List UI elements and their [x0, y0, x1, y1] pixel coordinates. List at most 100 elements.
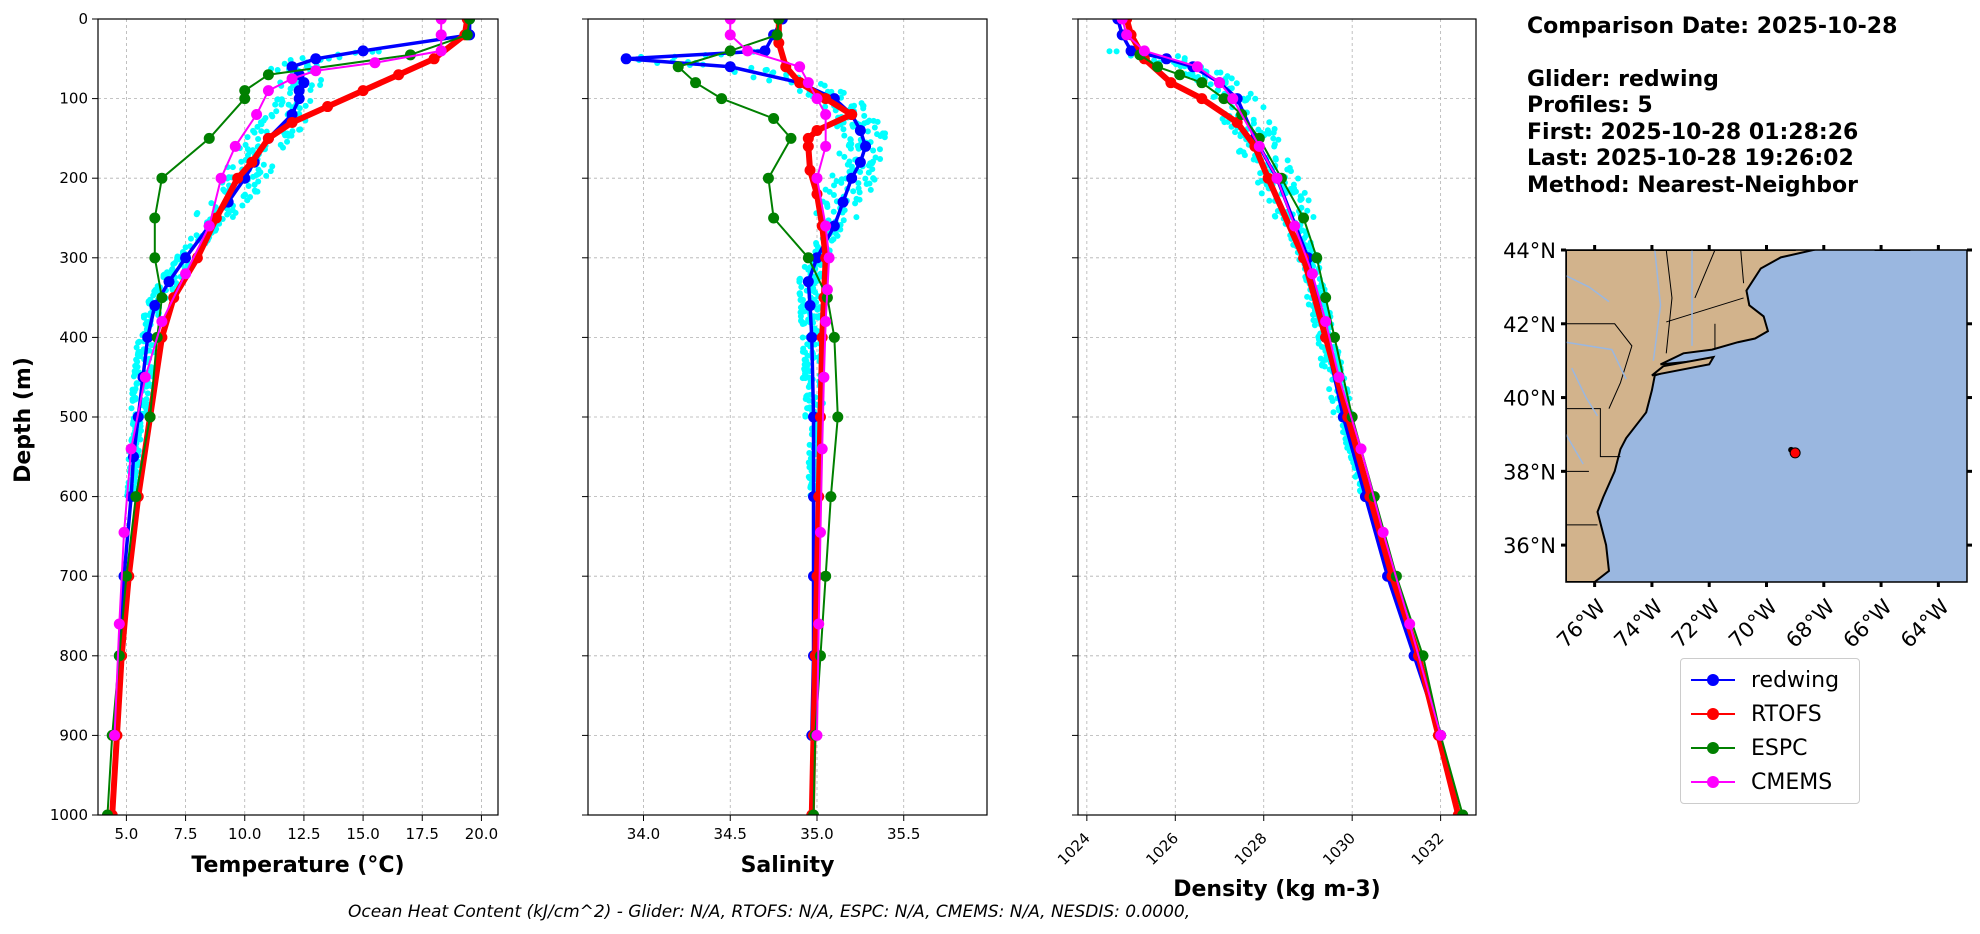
glider-point — [1175, 53, 1182, 60]
x-tick-label: 34.0 — [627, 825, 660, 843]
glider-point — [1207, 81, 1214, 88]
series-point — [120, 570, 132, 582]
glider-point — [133, 356, 140, 363]
series-point — [814, 650, 826, 662]
glider-point — [876, 146, 883, 153]
series-point — [262, 85, 274, 97]
glider-point — [1305, 197, 1312, 204]
series-point — [109, 729, 121, 741]
glider-point — [800, 308, 807, 315]
x-tick-label: 1032 — [1408, 829, 1448, 869]
series-point — [825, 491, 837, 503]
series-point — [357, 85, 369, 97]
glider-point — [132, 394, 139, 401]
glider-point — [797, 313, 804, 320]
series-point — [820, 220, 832, 232]
series-point — [293, 93, 305, 105]
legend-item-espc: ESPC — [1691, 733, 1808, 763]
glider-point — [1329, 397, 1336, 404]
series-point — [811, 172, 823, 184]
glider-point — [130, 373, 137, 380]
series-point — [804, 300, 816, 312]
glider-point — [229, 164, 236, 171]
glider-point — [763, 66, 770, 73]
series-point — [435, 19, 447, 25]
x-tick-label: 34.5 — [714, 825, 747, 843]
glider-point — [299, 55, 306, 62]
series-point — [771, 29, 783, 41]
glider-point — [1250, 120, 1257, 127]
series-point — [1328, 331, 1340, 343]
y-tick-label: 800 — [59, 647, 88, 665]
glider-point — [279, 144, 286, 151]
series-point — [724, 19, 736, 25]
glider-point — [133, 344, 140, 351]
glider-point — [317, 81, 324, 88]
glider-point — [279, 98, 286, 105]
glider-point — [1113, 48, 1120, 55]
glider-point — [1319, 361, 1326, 368]
glider-point — [1236, 148, 1243, 155]
legend-label: CMEMS — [1751, 769, 1833, 795]
series-point — [1138, 45, 1150, 57]
series-cmems — [724, 19, 835, 741]
series-point — [1320, 292, 1332, 304]
glider-point — [830, 208, 837, 215]
glider-point — [1286, 164, 1293, 171]
legend-item-redwing: redwing — [1691, 665, 1839, 695]
glider-point — [1106, 48, 1113, 55]
glider-location-marker — [1789, 447, 1801, 459]
state-border — [1566, 323, 1633, 409]
glider-point — [832, 230, 839, 237]
glider-point — [877, 155, 884, 162]
y-tick-label: 100 — [59, 90, 88, 108]
river — [1566, 434, 1584, 465]
glider-point — [274, 66, 281, 73]
glider-point — [1311, 322, 1318, 329]
series-cmems — [109, 19, 447, 741]
series-redwing — [1112, 19, 1447, 741]
glider-point — [258, 121, 265, 128]
glider-point — [874, 131, 881, 138]
series-point — [139, 371, 151, 383]
glider-point — [805, 374, 812, 381]
series-point — [1125, 45, 1137, 57]
glider-point — [174, 256, 181, 263]
density-panel: 1024 1026 1028 1030 1032 Density (kg m-3) — [1054, 18, 1477, 902]
series-point — [724, 61, 736, 73]
series-point — [1174, 69, 1186, 81]
glider-point — [262, 114, 269, 121]
glider-point — [799, 296, 806, 303]
x-axis-label: Temperature (°C) — [191, 853, 404, 878]
x-tick-label: 15.0 — [346, 825, 379, 843]
series-point — [820, 570, 832, 582]
glider-point — [817, 80, 824, 87]
glider-point — [240, 193, 247, 200]
series-line — [729, 19, 831, 736]
glider-point — [289, 128, 296, 135]
series-point — [286, 116, 298, 128]
glider-point — [1342, 439, 1349, 446]
glider-point — [129, 390, 136, 397]
glider-point — [862, 175, 869, 182]
glider-point — [817, 261, 824, 268]
lat-tick-label: 42°N — [1503, 313, 1556, 337]
glider-point — [1260, 104, 1267, 111]
glider-point — [1301, 189, 1308, 196]
series-point — [672, 61, 684, 73]
series-point — [811, 252, 823, 264]
glider-point — [1224, 73, 1231, 80]
series-point — [1253, 140, 1265, 152]
lat-tick-label: 44°N — [1503, 239, 1556, 263]
glider-point — [846, 158, 853, 165]
series-point — [1404, 618, 1416, 630]
legend-swatch — [1691, 733, 1735, 763]
series-point — [118, 526, 130, 538]
series-point — [180, 268, 192, 280]
series-point — [125, 443, 137, 455]
glider-point — [805, 91, 812, 98]
series-point — [1271, 172, 1283, 184]
series-point — [130, 491, 142, 503]
glider-point — [269, 113, 276, 120]
